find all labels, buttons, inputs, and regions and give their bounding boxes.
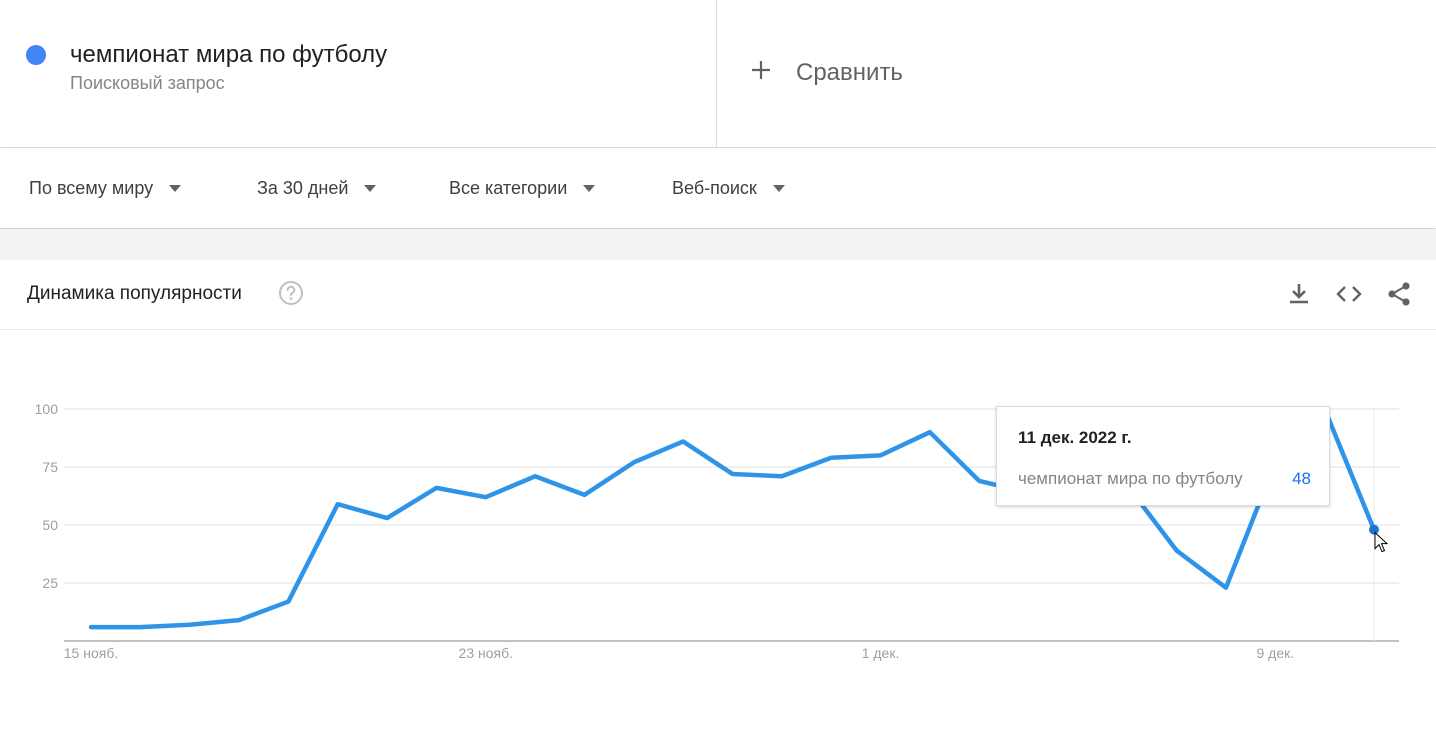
embed-code-icon[interactable] <box>1335 280 1363 308</box>
x-tick-label: 23 нояб. <box>459 645 513 661</box>
dropdown-caret-icon <box>169 184 182 192</box>
card-header: Динамика популярности <box>0 260 1436 330</box>
section-separator <box>0 229 1436 260</box>
x-tick-label: 1 дек. <box>862 645 900 661</box>
x-tick-label: 9 дек. <box>1256 645 1294 661</box>
help-icon[interactable] <box>278 280 304 306</box>
search-term-card[interactable]: чемпионат мира по футболу Поисковый запр… <box>0 0 717 147</box>
chart-tooltip: 11 дек. 2022 г. чемпионат мира по футбол… <box>996 406 1330 506</box>
dropdown-caret-icon <box>583 184 596 192</box>
term-title[interactable]: чемпионат мира по футболу <box>70 41 388 68</box>
filter-category[interactable]: Все категории <box>449 148 596 228</box>
plus-icon <box>752 61 770 79</box>
x-tick-label: 15 нояб. <box>64 645 118 661</box>
mouse-cursor-icon <box>1374 531 1389 553</box>
filter-period[interactable]: За 30 дней <box>257 148 377 228</box>
y-tick-label: 50 <box>42 517 58 533</box>
highlighted-point <box>1369 524 1379 535</box>
tooltip-value: 48 <box>1292 469 1311 488</box>
y-tick-label: 75 <box>42 459 58 475</box>
compare-label: Сравнить <box>796 59 903 86</box>
filter-search-type-label: Веб-поиск <box>672 177 757 198</box>
filter-category-label: Все категории <box>449 177 568 198</box>
dropdown-caret-icon <box>364 184 377 192</box>
filter-search-type[interactable]: Веб-поиск <box>672 148 785 228</box>
download-icon[interactable] <box>1285 280 1313 308</box>
line-chart[interactable]: 25 50 75 100 15 нояб. 23 нояб. 1 дек. 9 дек. <box>0 330 1436 710</box>
series-line <box>88 406 1377 630</box>
compare-button[interactable]: Сравнить <box>717 0 1436 147</box>
term-subtitle: Поисковый запрос <box>70 73 225 93</box>
share-icon[interactable] <box>1385 280 1413 308</box>
tooltip-date: 11 дек. 2022 г. <box>1018 428 1132 447</box>
filter-region[interactable]: По всему миру <box>29 148 182 228</box>
card-title: Динамика популярности <box>27 283 242 304</box>
filter-region-label: По всему миру <box>29 177 154 198</box>
tooltip-series-name: чемпионат мира по футболу <box>1018 469 1243 488</box>
filter-bar: По всему миру За 30 дней Все категории В… <box>0 148 1436 228</box>
y-tick-label: 25 <box>42 575 58 591</box>
search-term-bar: чемпионат мира по футболу Поисковый запр… <box>0 0 1436 148</box>
term-color-dot <box>26 45 46 65</box>
y-tick-label: 100 <box>35 401 59 417</box>
dropdown-caret-icon <box>772 184 785 192</box>
filter-period-label: За 30 дней <box>257 177 349 198</box>
